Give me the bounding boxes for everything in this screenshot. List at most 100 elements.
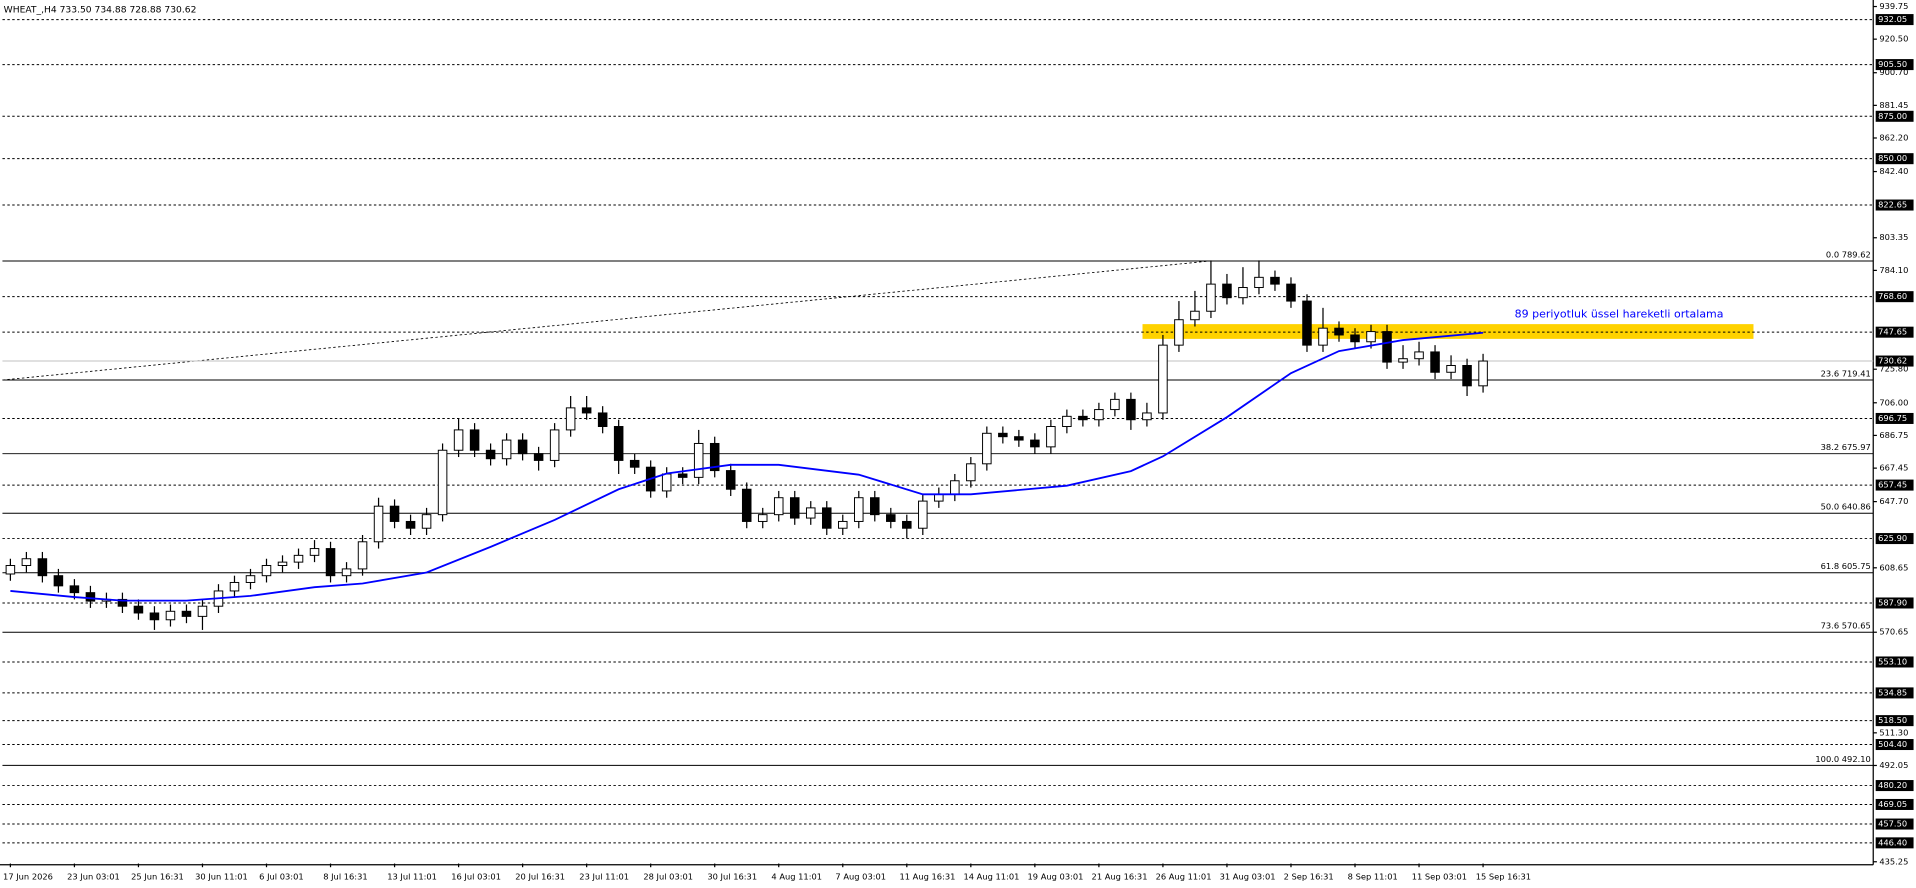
candle-body bbox=[341, 568, 352, 577]
y-tick-label: 900.70 bbox=[1879, 67, 1908, 77]
y-tick-label: 920.50 bbox=[1879, 34, 1908, 44]
y-tick-label: 647.70 bbox=[1879, 496, 1908, 506]
y-tick-label: 784.10 bbox=[1879, 265, 1908, 275]
candle-body bbox=[133, 605, 144, 614]
level-label: 696.75 bbox=[1878, 413, 1907, 423]
candle-body bbox=[245, 575, 256, 583]
x-tick-label: 11 Sep 03:01 bbox=[1412, 871, 1467, 881]
candle-body bbox=[501, 439, 512, 460]
level-label: 932.05 bbox=[1878, 14, 1907, 24]
candle-body bbox=[69, 585, 80, 594]
candle-body bbox=[517, 439, 528, 455]
candle-body bbox=[886, 514, 896, 522]
current-price-box bbox=[1875, 355, 1914, 367]
level-label: 747.65 bbox=[1878, 327, 1907, 337]
level-label-box bbox=[1875, 412, 1914, 424]
level-label: 553.10 bbox=[1878, 656, 1907, 666]
candle-body bbox=[1094, 409, 1104, 421]
x-tick-label: 25 Jun 16:31 bbox=[131, 871, 184, 881]
y-tick-label: 939.75 bbox=[1879, 1, 1908, 11]
candle-body bbox=[453, 429, 464, 451]
level-label-box bbox=[1875, 199, 1914, 211]
level-label: 457.50 bbox=[1878, 819, 1907, 829]
x-tick-label: 30 Jun 11:01 bbox=[195, 871, 248, 881]
candle-body bbox=[1222, 283, 1232, 299]
candle-body bbox=[757, 514, 768, 522]
candle-body bbox=[597, 412, 608, 428]
level-label: 875.00 bbox=[1878, 111, 1907, 121]
candle-body bbox=[1334, 327, 1344, 336]
level-label-box bbox=[1875, 798, 1914, 810]
candle-body bbox=[998, 432, 1008, 438]
fib-label: 50.0 640.86 bbox=[1821, 502, 1871, 512]
candle-body bbox=[1318, 327, 1328, 346]
candle-body bbox=[1398, 358, 1408, 363]
candle-body bbox=[37, 558, 48, 577]
candle-body bbox=[725, 470, 736, 490]
candle-body bbox=[165, 610, 176, 621]
candle-body bbox=[1206, 283, 1216, 312]
candle-body bbox=[629, 459, 640, 468]
level-label-box bbox=[1875, 739, 1914, 751]
candle-body bbox=[389, 505, 400, 522]
candle-body bbox=[149, 612, 160, 621]
x-tick-label: 11 Aug 16:31 bbox=[899, 871, 955, 881]
level-label: 446.40 bbox=[1878, 837, 1907, 847]
fib-label: 38.2 675.97 bbox=[1821, 442, 1871, 452]
x-tick-label: 19 Aug 03:01 bbox=[1028, 871, 1084, 881]
level-label: 657.45 bbox=[1878, 480, 1907, 490]
candle-body bbox=[1254, 276, 1264, 288]
x-tick-label: 23 Jun 03:01 bbox=[67, 871, 120, 881]
candle-body bbox=[693, 442, 704, 478]
candle-body bbox=[1446, 364, 1456, 373]
candle-body bbox=[918, 500, 928, 529]
level-label-box bbox=[1875, 291, 1914, 303]
x-tick-label: 23 Jul 11:01 bbox=[579, 871, 629, 881]
level-label-box bbox=[1875, 837, 1914, 849]
candle-body bbox=[1414, 351, 1424, 360]
x-tick-label: 7 Aug 03:01 bbox=[835, 871, 886, 881]
level-label-box bbox=[1875, 479, 1914, 491]
candle-body bbox=[293, 554, 304, 563]
y-tick-label: 881.45 bbox=[1879, 100, 1908, 110]
level-label: 469.05 bbox=[1878, 799, 1907, 809]
candle-body bbox=[309, 548, 320, 556]
x-tick-label: 13 Jul 11:01 bbox=[387, 871, 437, 881]
y-tick-label: 862.20 bbox=[1879, 132, 1908, 142]
level-label: 850.00 bbox=[1878, 153, 1907, 163]
level-label: 768.60 bbox=[1878, 291, 1907, 301]
candle-body bbox=[1062, 415, 1072, 428]
candle-body bbox=[661, 473, 672, 492]
candle-body bbox=[1046, 426, 1056, 448]
candle-body bbox=[613, 426, 624, 461]
level-label-box bbox=[1875, 780, 1914, 792]
candle-body bbox=[1478, 360, 1488, 387]
level-label-box bbox=[1875, 715, 1914, 727]
candle-body bbox=[1430, 351, 1440, 373]
x-tick-label: 21 Aug 16:31 bbox=[1092, 871, 1148, 881]
candle-body bbox=[277, 561, 288, 567]
candle-body bbox=[373, 505, 384, 543]
y-tick-label: 435.25 bbox=[1879, 856, 1908, 866]
level-label-box bbox=[1875, 59, 1914, 71]
candle-body bbox=[1174, 319, 1184, 346]
y-tick-label: 492.05 bbox=[1879, 760, 1908, 770]
candle-body bbox=[53, 575, 64, 587]
candle-body bbox=[21, 558, 32, 567]
candle-body bbox=[1238, 287, 1248, 299]
candle-body bbox=[677, 473, 688, 478]
fib-label: 73.6 570.65 bbox=[1821, 621, 1871, 631]
candle-body bbox=[469, 429, 480, 451]
candle-body bbox=[1190, 310, 1200, 321]
candle-body bbox=[1366, 331, 1376, 343]
candle-body bbox=[805, 507, 816, 519]
candle-body bbox=[549, 429, 560, 461]
ema-line bbox=[10, 331, 1484, 602]
candle-body bbox=[181, 610, 192, 617]
candle-body bbox=[741, 488, 752, 522]
candle-body bbox=[1014, 436, 1024, 441]
candle-body bbox=[1142, 412, 1152, 421]
candle-body bbox=[5, 565, 16, 575]
level-label: 587.90 bbox=[1878, 597, 1907, 607]
candle-body bbox=[821, 507, 832, 529]
